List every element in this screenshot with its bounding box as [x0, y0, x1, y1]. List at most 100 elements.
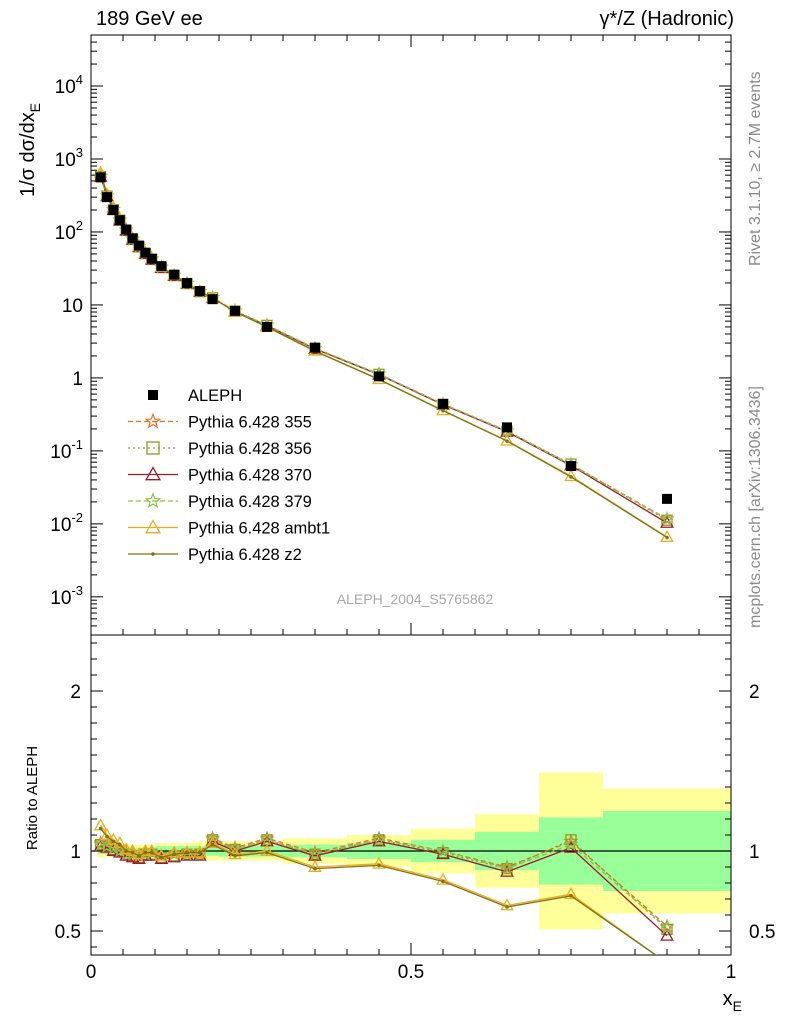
ratio-point-z2: [569, 894, 573, 898]
ratio-ylabel: Ratio to ALEPH: [24, 746, 41, 850]
ratio-point-z2: [198, 850, 202, 855]
ratio-point-ambt1: [436, 872, 450, 885]
ratio-line-z2: [100, 828, 657, 955]
mcplots-label: mcplots.cern.ch [arXiv:1306.3436]: [747, 386, 764, 628]
main-ylabel: 1/σ dσ/dxE: [17, 103, 43, 197]
main-line-p356: [99, 176, 668, 521]
data-point-aleph: [134, 240, 144, 251]
data-point-aleph: [182, 277, 192, 288]
data-point-aleph: [169, 269, 180, 280]
ratio-point-ambt1: [228, 847, 242, 860]
legend-marker-z2: [151, 552, 155, 556]
main-ytick-label: 1: [72, 369, 83, 390]
ratio-point-p379: [93, 836, 108, 851]
data-point-aleph: [108, 204, 119, 215]
legend: ALEPH Pythia 6.428 355 Pythia 6.428 356 Pyt…: [128, 387, 330, 564]
ratio-point-ambt1: [100, 827, 114, 840]
ratio-point-p379: [259, 832, 275, 847]
header-right-label: γ*/Z (Hadronic): [599, 8, 734, 30]
legend-label-z2: Pythia 6.428 z2: [188, 546, 302, 564]
ratio-point-ambt1: [192, 845, 207, 858]
ratio-point-p355: [259, 830, 275, 845]
ratio-point-ambt1: [154, 848, 169, 861]
ratio-point-ambt1: [112, 835, 127, 848]
main-ytick-exponent: 2: [76, 218, 83, 233]
main-ytick-mantissa: 10: [50, 442, 71, 463]
data-point-aleph: [95, 172, 106, 183]
main-frame: [90, 34, 732, 636]
ratio-point-ambt1: [180, 845, 194, 858]
legend-label-p355: Pythia 6.428 355: [188, 414, 312, 432]
main-ytick-label: 104: [55, 72, 83, 98]
main-ytick-mantissa: 10: [55, 77, 76, 98]
data-point-aleph: [374, 371, 384, 382]
ratio-point-z2: [105, 834, 109, 839]
data-point-aleph: [102, 192, 112, 203]
ratio-point-p356: [565, 834, 577, 846]
data-point-aleph: [156, 261, 167, 272]
data-point-aleph: [146, 253, 157, 264]
legend-marker-p370: [144, 466, 162, 481]
ratio-point-z2: [265, 850, 269, 855]
ratio-point-z2: [441, 879, 445, 884]
ratio-ytick-label-right: 1: [749, 842, 760, 863]
data-point-aleph: [127, 233, 138, 244]
ratio-point-z2: [150, 850, 154, 855]
main-ylabel-main: 1/σ dσ/dx: [17, 112, 39, 197]
data-point-aleph: [262, 321, 272, 332]
ratio-point-ambt1: [144, 843, 159, 856]
ratio-point-p355: [563, 833, 579, 848]
legend-marker-p379: [144, 492, 162, 509]
ratio-point-p370: [660, 928, 674, 941]
legend-label-p370: Pythia 6.428 370: [188, 467, 312, 485]
ratio-point-ambt1: [260, 843, 274, 856]
ratio-point-z2: [313, 866, 317, 871]
x-axis-label-sub: E: [733, 998, 742, 1014]
ratio-point-ambt1: [661, 957, 673, 967]
data-point-aleph: [230, 305, 240, 316]
ratio-point-ambt1: [500, 898, 514, 911]
ratio-point-z2: [143, 850, 148, 855]
xtick-label: 0.5: [398, 962, 424, 983]
x-axis-label: xE: [723, 988, 742, 1014]
ratio-point-p379: [659, 920, 675, 935]
main-ytick-mantissa: 10: [62, 296, 83, 317]
data-point-aleph: [310, 342, 320, 353]
ratio-point-z2: [377, 863, 381, 868]
ratio-point-z2: [233, 854, 237, 858]
ratio-point-z2: [98, 826, 103, 831]
ratio-point-z2: [111, 839, 116, 844]
main-point-p379: [659, 511, 675, 526]
legend-marker-p356: [146, 441, 160, 455]
ratio-ytick-label: 0.5: [55, 922, 81, 943]
main-ytick-label: 103: [55, 145, 83, 171]
main-point-z2: [569, 475, 573, 479]
main-ylabel-sub: E: [27, 103, 43, 112]
ratio-point-p379: [563, 836, 579, 851]
ratio-point-p379: [499, 860, 515, 875]
ratio-ytick-label: 2: [70, 682, 81, 703]
ratio-point-ambt1: [564, 887, 578, 900]
ratio-point-p355: [307, 844, 323, 859]
ratio-point-p355: [179, 844, 195, 859]
ratio-point-ambt1: [205, 835, 220, 848]
main-ytick-mantissa: 1: [72, 369, 83, 390]
xtick-label: 1: [726, 962, 737, 983]
ratio-ytick-label: 1: [70, 842, 81, 863]
ratio-point-z2: [185, 850, 189, 855]
xtick-label: 0: [86, 962, 97, 983]
main-ytick-mantissa: 10: [55, 223, 76, 244]
ratio-point-p355: [499, 859, 515, 874]
main-line-ambt1: [99, 172, 668, 538]
ratio-point-z2: [210, 842, 215, 847]
main-point-z2: [505, 439, 509, 443]
data-point-aleph: [121, 224, 132, 235]
ratio-point-z2: [665, 961, 669, 965]
main-ytick-label: 10: [62, 296, 83, 317]
data-point-aleph: [502, 422, 512, 433]
main-line-p379: [99, 176, 668, 520]
ratio-point-z2: [505, 905, 509, 909]
main-ytick-label: 10-2: [50, 510, 83, 536]
